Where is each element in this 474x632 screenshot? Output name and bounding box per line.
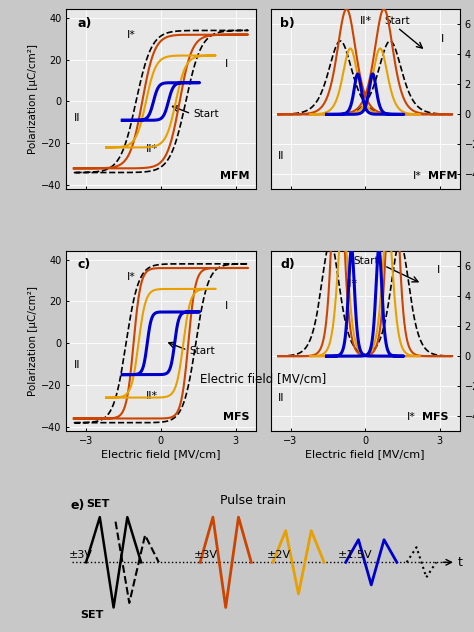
Text: SET: SET bbox=[86, 499, 109, 509]
X-axis label: Electric field [MV/cm]: Electric field [MV/cm] bbox=[101, 449, 221, 459]
Y-axis label: Polarization [μC/cm²]: Polarization [μC/cm²] bbox=[28, 286, 38, 396]
Text: Start: Start bbox=[189, 346, 215, 356]
Text: e): e) bbox=[70, 499, 85, 512]
Y-axis label: Current [μA]: Current [μA] bbox=[473, 309, 474, 374]
Text: Start: Start bbox=[384, 16, 410, 26]
X-axis label: Electric field [MV/cm]: Electric field [MV/cm] bbox=[305, 449, 425, 459]
Text: Electric field [MV/cm]: Electric field [MV/cm] bbox=[200, 372, 326, 386]
Text: I*: I* bbox=[127, 30, 136, 40]
Text: Start: Start bbox=[193, 109, 219, 119]
Text: MFM: MFM bbox=[428, 171, 457, 181]
Text: MFS: MFS bbox=[422, 412, 448, 422]
Text: ±1.5V: ±1.5V bbox=[338, 550, 373, 560]
Text: MFS: MFS bbox=[223, 412, 250, 422]
Text: I: I bbox=[225, 59, 228, 69]
Text: Start: Start bbox=[354, 256, 380, 266]
Text: I: I bbox=[441, 34, 444, 44]
Text: a): a) bbox=[78, 16, 92, 30]
Text: I: I bbox=[225, 301, 228, 311]
Text: t: t bbox=[458, 556, 463, 569]
Text: II: II bbox=[74, 113, 81, 123]
Text: Pulse train: Pulse train bbox=[220, 494, 286, 507]
Text: I*: I* bbox=[412, 171, 421, 181]
Text: II*: II* bbox=[346, 279, 358, 289]
Text: I*: I* bbox=[127, 272, 136, 282]
Text: ±2V: ±2V bbox=[267, 550, 291, 560]
Text: II: II bbox=[278, 151, 285, 161]
Text: b): b) bbox=[280, 16, 295, 30]
Text: SET: SET bbox=[80, 610, 104, 620]
Text: ±3V: ±3V bbox=[68, 550, 92, 560]
Text: II: II bbox=[278, 392, 285, 403]
Text: I: I bbox=[437, 265, 440, 275]
Text: II*: II* bbox=[360, 16, 372, 26]
Text: c): c) bbox=[78, 258, 91, 272]
Y-axis label: Current [μA]: Current [μA] bbox=[473, 67, 474, 131]
Text: MFM: MFM bbox=[220, 171, 250, 181]
Text: I*: I* bbox=[407, 412, 416, 422]
Text: d): d) bbox=[280, 258, 295, 272]
Text: ±3V: ±3V bbox=[194, 550, 218, 560]
Text: II*: II* bbox=[146, 391, 158, 401]
Y-axis label: Polarization [μC/cm²]: Polarization [μC/cm²] bbox=[28, 44, 38, 154]
Text: II*: II* bbox=[146, 143, 158, 154]
Text: II: II bbox=[74, 360, 81, 370]
